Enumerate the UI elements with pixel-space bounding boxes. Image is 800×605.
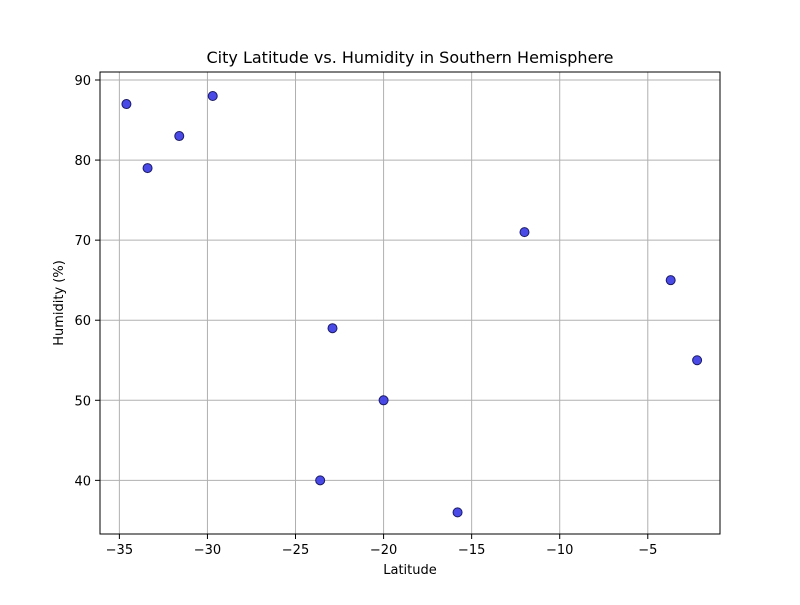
data-point: [519, 227, 530, 238]
plot-frame: [99, 71, 721, 535]
chart-title: City Latitude vs. Humidity in Southern H…: [207, 48, 614, 67]
data-point: [174, 131, 185, 142]
points-layer: [121, 91, 703, 518]
x-axis-label: Latitude: [383, 563, 437, 578]
x-tick-label: −20: [370, 543, 397, 558]
y-tick-label: 70: [74, 234, 91, 249]
data-point: [207, 91, 218, 102]
y-axis-label: Humidity (%): [52, 260, 67, 346]
data-point: [121, 99, 132, 110]
y-tick-label: 90: [74, 74, 91, 89]
data-point: [692, 355, 703, 366]
data-point: [315, 475, 326, 486]
x-tick-label: −10: [546, 543, 573, 558]
y-tick-label: 50: [74, 394, 91, 409]
x-tick-label: −30: [194, 543, 221, 558]
x-tick-label: −35: [106, 543, 133, 558]
grid-layer: [100, 72, 720, 534]
data-point: [378, 395, 389, 406]
y-tick-label: 60: [74, 314, 91, 329]
data-point: [142, 163, 153, 174]
y-tick-label: 40: [74, 474, 91, 489]
data-point: [327, 323, 338, 334]
x-tick-label: −25: [282, 543, 309, 558]
ticks-layer: −35 −30 −25 −20 −15 −10 −5 40 50 60 70 80 90: [74, 74, 657, 558]
x-tick-label: −15: [458, 543, 485, 558]
data-point: [665, 275, 676, 286]
x-tick-label: −5: [638, 543, 657, 558]
data-point: [452, 507, 463, 518]
y-tick-label: 80: [74, 154, 91, 169]
